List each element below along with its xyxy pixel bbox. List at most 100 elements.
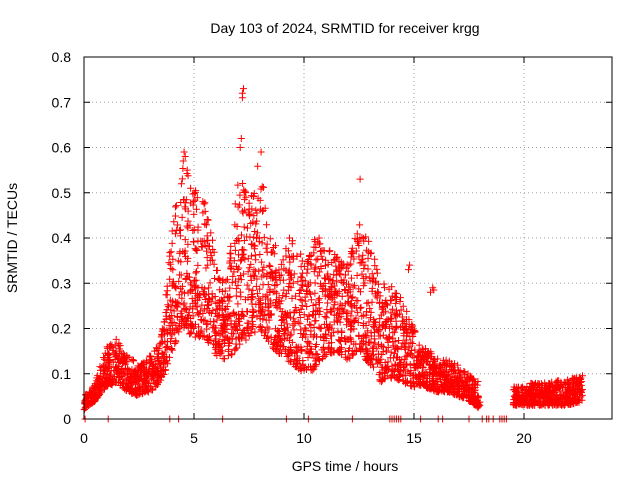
data-point (333, 278, 341, 286)
data-point (163, 330, 171, 338)
data-point (257, 322, 265, 330)
data-point (319, 247, 327, 255)
data-point (166, 275, 174, 283)
data-point (565, 378, 573, 386)
data-point (153, 380, 161, 388)
data-point (217, 349, 225, 357)
data-point (303, 286, 311, 294)
data-point (118, 365, 126, 373)
data-point (282, 314, 290, 322)
data-point (455, 386, 463, 394)
data-point (205, 290, 213, 298)
data-point (356, 344, 364, 352)
data-point (387, 297, 395, 305)
data-point (158, 373, 166, 381)
data-point (304, 315, 311, 323)
data-point (136, 389, 144, 397)
data-point (400, 318, 408, 326)
data-point (120, 351, 128, 359)
data-point (153, 366, 161, 374)
data-point (240, 85, 247, 93)
data-point (258, 258, 266, 266)
data-point (269, 288, 277, 296)
data-point (128, 356, 136, 364)
data-point (297, 250, 305, 258)
data-point (194, 330, 202, 338)
data-point (434, 355, 442, 363)
data-point (300, 311, 308, 319)
data-point (391, 365, 399, 373)
data-point (399, 302, 407, 310)
data-point (96, 363, 104, 371)
data-point (212, 341, 220, 349)
data-point (214, 276, 222, 284)
data-point (201, 316, 209, 324)
data-point (357, 347, 365, 355)
data-point (570, 374, 578, 382)
data-point (577, 386, 585, 394)
data-point (291, 317, 299, 325)
data-point (190, 226, 198, 234)
data-point (152, 363, 160, 371)
data-point (213, 266, 221, 274)
data-point (325, 275, 333, 283)
data-point (105, 363, 113, 371)
data-point (356, 259, 364, 267)
data-point (204, 261, 212, 269)
data-point (239, 180, 247, 188)
data-point (247, 260, 255, 268)
data-point (302, 347, 310, 355)
data-point (339, 308, 347, 316)
data-point (409, 340, 417, 348)
data-point (428, 365, 436, 373)
data-point (328, 308, 336, 316)
data-point (192, 187, 200, 195)
data-point (407, 338, 415, 346)
data-point (238, 231, 246, 239)
data-point (114, 365, 122, 373)
data-point (414, 353, 422, 361)
data-point (411, 364, 419, 372)
data-point (324, 299, 332, 307)
data-point (424, 348, 432, 356)
data-point (401, 366, 409, 374)
data-point (554, 395, 562, 403)
data-point (530, 398, 538, 406)
data-point (248, 205, 256, 213)
data-point (364, 349, 372, 357)
data-point (107, 343, 115, 351)
data-point (181, 247, 189, 255)
data-point (240, 223, 248, 231)
data-point (286, 258, 294, 266)
data-point (272, 273, 280, 281)
data-point (273, 332, 281, 340)
data-point (456, 372, 464, 380)
data-point (139, 361, 147, 369)
data-point (462, 382, 470, 390)
data-point (368, 298, 376, 306)
data-point (247, 329, 255, 337)
data-point (270, 339, 278, 347)
data-point (335, 266, 343, 274)
data-point (177, 180, 185, 188)
data-point (428, 364, 436, 372)
data-point (371, 255, 379, 263)
data-point (232, 292, 240, 300)
data-point (280, 265, 288, 273)
data-point (247, 252, 255, 260)
data-point (347, 274, 355, 282)
data-point (266, 235, 274, 243)
data-point (259, 293, 267, 301)
data-point (378, 304, 386, 312)
data-point (366, 304, 374, 312)
data-point (235, 251, 243, 259)
data-point (187, 329, 195, 337)
data-point (196, 310, 204, 318)
data-point (454, 366, 462, 374)
data-point (231, 246, 239, 254)
data-point (169, 255, 177, 263)
data-point (354, 297, 362, 305)
data-point (359, 274, 367, 282)
data-point (388, 305, 396, 313)
chart-title: Day 103 of 2024, SRMTID for receiver krg… (210, 20, 479, 36)
